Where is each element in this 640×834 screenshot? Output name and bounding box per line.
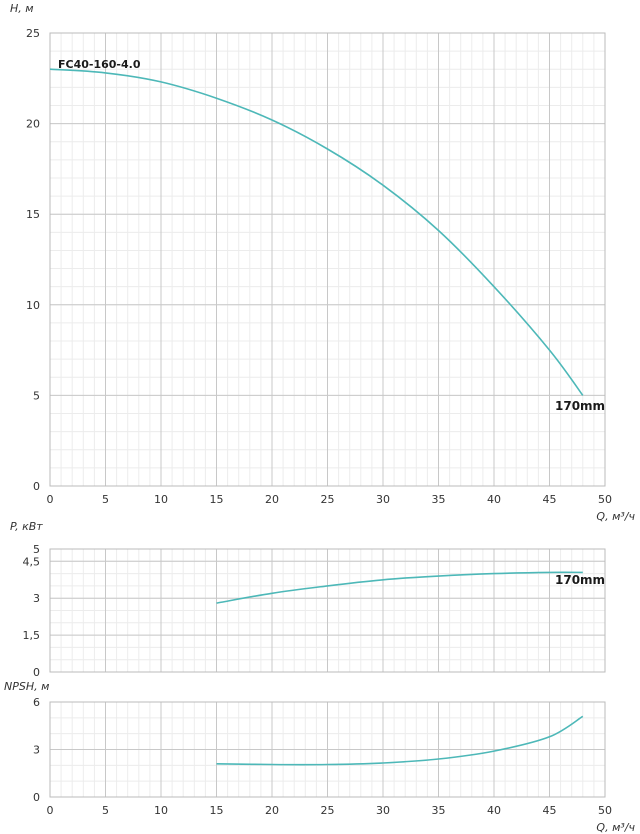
series-line-170mm [49, 68, 584, 396]
x-tick-label: 30 [376, 804, 390, 817]
npsh-panel: 0 3 6 0 5 10 15 20 25 30 35 40 45 50 NPSH, м Q, м³/ч [4, 680, 635, 834]
x-tick-label: 10 [154, 493, 168, 506]
x-tick-label: 10 [154, 804, 168, 817]
x-tick-label: 35 [432, 493, 446, 506]
x-tick-label: 40 [487, 804, 501, 817]
y-axis-label: H, м [10, 2, 34, 15]
y-tick-label: 0 [33, 666, 40, 679]
y-tick-label: 6 [33, 696, 40, 709]
x-tick-label: 0 [47, 493, 54, 506]
y-tick-label: 10 [26, 299, 40, 312]
x-tick-label: 30 [376, 493, 390, 506]
x-tick-label: 35 [432, 804, 446, 817]
y-tick-label: 0 [33, 791, 40, 804]
y-axis-label: NPSH, м [4, 680, 49, 693]
series-line-170mm [216, 571, 583, 604]
x-tick-label: 25 [321, 804, 335, 817]
x-tick-label: 5 [102, 493, 109, 506]
x-tick-label: 50 [598, 493, 612, 506]
head-panel: 0 5 10 15 20 25 0 5 10 15 20 25 30 35 40 45 50 H, м Q, м³/… [10, 2, 635, 523]
y-tick-label: 1,5 [23, 629, 41, 642]
major-grid [49, 32, 606, 487]
y-tick-label: 5 [33, 389, 40, 402]
y-tick-label: 25 [26, 27, 40, 40]
plot-frame [49, 701, 606, 798]
y-axis-label: P, кВт [10, 520, 43, 533]
x-tick-label: 40 [487, 493, 501, 506]
plot-frame [49, 548, 606, 673]
power-panel: 0 1,5 3 4,55 P, кВт 170mm [10, 520, 606, 679]
x-tick-label: 25 [321, 493, 335, 506]
y-tick-label: 3 [33, 744, 40, 757]
x-tick-label: 50 [598, 804, 612, 817]
x-tick-label: 15 [210, 493, 224, 506]
x-tick-label: 45 [543, 493, 557, 506]
x-tick-label: 45 [543, 804, 557, 817]
x-tick-label: 15 [210, 804, 224, 817]
plot-frame [49, 32, 606, 487]
x-tick-label: 20 [265, 493, 279, 506]
y-tick-label: 20 [26, 118, 40, 131]
y-tick-label: 0 [33, 480, 40, 493]
major-grid [49, 701, 606, 798]
x-tick-label: 0 [47, 804, 54, 817]
y-tick-label: 15 [26, 208, 40, 221]
y-tick-label: 3 [33, 592, 40, 605]
x-tick-label: 20 [265, 804, 279, 817]
x-axis-label: Q, м³/ч [596, 821, 635, 834]
x-axis-label: Q, м³/ч [596, 510, 635, 523]
x-tick-label: 5 [102, 804, 109, 817]
series-line-170mm [216, 715, 584, 766]
y-tick-label: 5 [33, 543, 40, 556]
model-label: FC40-160-4.0 [58, 58, 141, 71]
y-tick-label: 4,5 [23, 555, 41, 568]
series-label: 170mm [555, 399, 605, 413]
series-label: 170mm [555, 573, 605, 587]
